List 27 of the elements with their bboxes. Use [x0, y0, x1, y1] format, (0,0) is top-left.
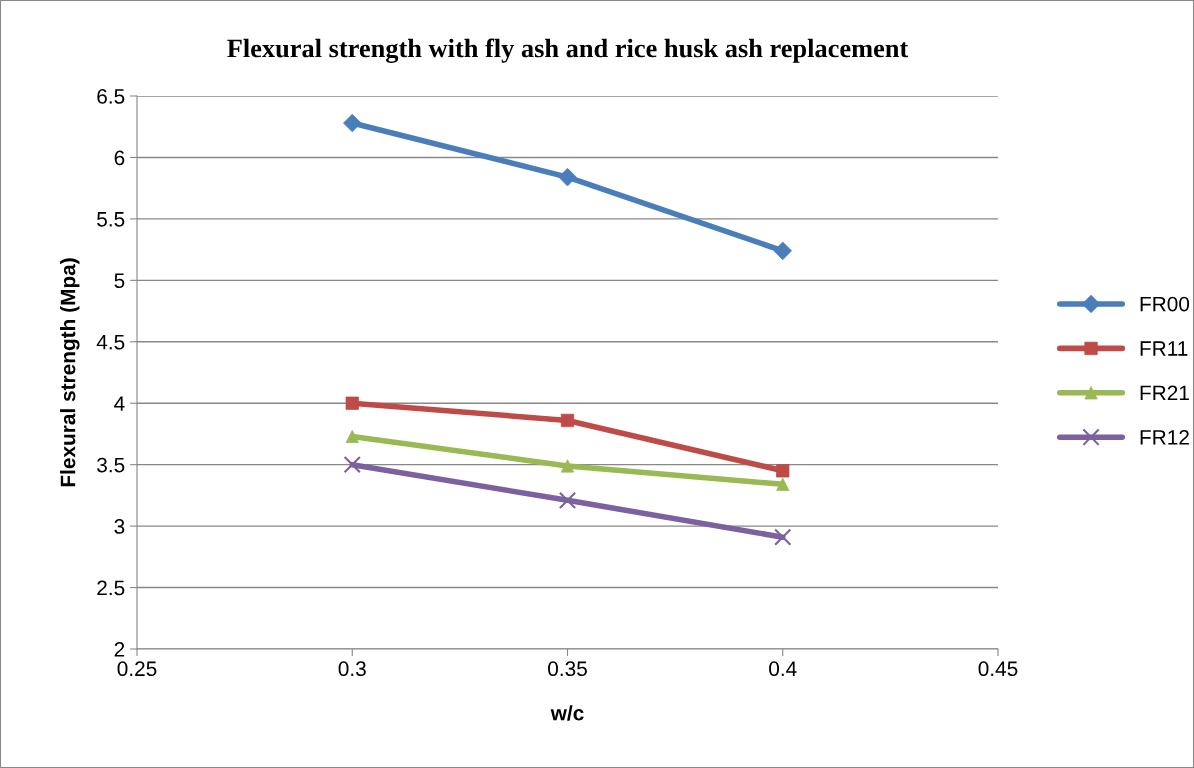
y-axis-title: Flexural strength (Mpa) [60, 258, 80, 487]
point [558, 491, 577, 509]
y-tick-label: 3 [114, 519, 125, 534]
x-tick-label: 0.35 [548, 661, 587, 677]
chart-title: Flexural strength with fly ash and rice husk ash replacement [227, 38, 909, 63]
x-tick-label: 0.45 [978, 661, 1018, 677]
y-tick-label: 2 [114, 642, 125, 657]
x-tick-label: 0.4 [769, 661, 797, 677]
x-tick-label: 0.25 [117, 661, 157, 677]
y-tick-label: 6.5 [97, 89, 125, 104]
y-tick-label: 5 [114, 273, 125, 289]
y-tick-label: 2.5 [97, 580, 125, 596]
y-tick-label: 5.5 [97, 212, 125, 227]
point [774, 528, 792, 546]
legend-label: FR00 [1140, 296, 1190, 312]
x-tick-label: 0.3 [338, 661, 366, 677]
y-tick-label: 4.5 [96, 334, 125, 350]
legend-label: FR21 [1140, 385, 1189, 401]
x-axis-title: w/c [550, 705, 584, 721]
legend-label: FR11 [1140, 341, 1188, 356]
y-tick-label: 6 [114, 150, 125, 166]
point [343, 455, 361, 474]
y-tick-label: 4 [114, 396, 125, 411]
point [343, 113, 362, 133]
legend-label: FR12 [1140, 429, 1189, 445]
y-tick-label: 3.5 [97, 457, 125, 473]
point [560, 413, 575, 428]
